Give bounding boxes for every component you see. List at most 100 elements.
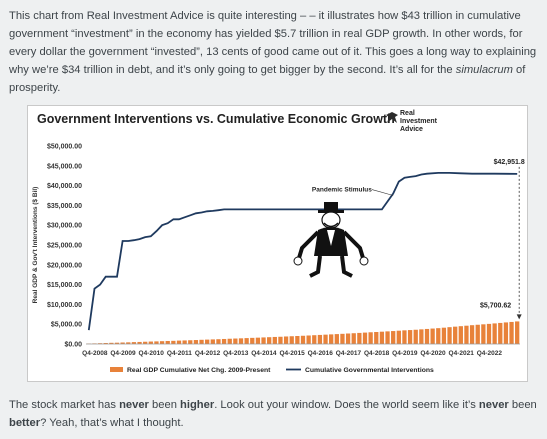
interventions-line: [87, 172, 518, 331]
eagle-icon: [386, 112, 398, 123]
gdp-bar: [317, 334, 323, 344]
x-tick-label: Q4-2014: [251, 350, 277, 357]
gdp-bar: [233, 338, 238, 344]
monopoly-man-illustration: [293, 202, 369, 278]
annotation-pandemic-stimulus: Pandemic Stimulus: [312, 187, 372, 194]
outro-bold-4: better: [9, 417, 41, 429]
x-tick-label: Q4-2011: [167, 350, 192, 357]
gdp-bar: [402, 330, 407, 344]
gdp-bar: [255, 337, 261, 344]
y-axis-label: Real GDP & Gov't Interventions ($ Bil): [32, 187, 39, 304]
gdp-bar: [221, 338, 227, 344]
outro-bold-3: never: [478, 399, 509, 411]
gdp-bar: [312, 335, 317, 344]
gdp-bar: [453, 326, 458, 344]
gdp-bar: [475, 324, 480, 344]
gdp-bar: [357, 332, 362, 344]
y-tick-label: $25,000.00: [47, 243, 82, 250]
intro-text-end: of prosperity.: [9, 64, 526, 94]
gdp-bar: [216, 339, 221, 344]
gdp-bar: [503, 322, 509, 344]
gdp-bar: [131, 342, 137, 344]
gdp-bar: [368, 332, 373, 344]
gdp-bar: [345, 333, 351, 344]
gdp-bar: [261, 337, 266, 344]
gdp-bar: [391, 331, 396, 344]
gdp-bar: [351, 333, 356, 344]
gdp-bar: [114, 342, 120, 344]
x-tick-label: Q4-2015: [279, 350, 305, 357]
gdp-bar: [227, 338, 232, 344]
pandemic-callout-line: [371, 189, 394, 196]
y-tick-label: $35,000.00: [47, 203, 82, 210]
x-tick-label: Q4-2017: [336, 350, 362, 357]
gdp-bar: [413, 329, 418, 344]
gdp-bar: [424, 328, 430, 344]
x-tick-label: Q4-2012: [195, 350, 221, 357]
gdp-bar: [182, 340, 187, 344]
gdp-bar: [374, 332, 379, 344]
gap-arrowhead: [516, 314, 522, 320]
y-tick-label: $30,000.00: [47, 223, 82, 230]
y-tick-label: $0.00: [64, 342, 82, 349]
outro-text-e: been: [508, 399, 537, 411]
outro-text-c: been: [148, 399, 181, 411]
gdp-bar: [120, 342, 125, 344]
annotation-gdp-total: $5,700.62: [480, 302, 511, 309]
gdp-bar: [289, 336, 294, 344]
gdp-bar: [154, 341, 159, 344]
gdp-bar: [419, 329, 424, 344]
gdp-bar: [340, 333, 345, 344]
gdp-bar: [193, 340, 199, 344]
y-tick-label: $5,000.00: [51, 322, 82, 329]
y-tick-label: $15,000.00: [47, 282, 82, 289]
gdp-bar: [362, 332, 368, 344]
gdp-bar: [148, 341, 153, 344]
gdp-bar: [430, 328, 435, 344]
x-tick-label: Q4-2009: [110, 350, 136, 357]
gdp-bar: [199, 339, 204, 344]
y-tick-label: $20,000.00: [47, 262, 82, 269]
gdp-bar: [295, 336, 300, 344]
gdp-bar: [165, 340, 170, 344]
gdp-bar: [283, 336, 289, 344]
gdp-bar: [464, 325, 469, 344]
gdp-bar: [329, 334, 334, 344]
x-tick-label: Q4-2008: [82, 350, 108, 357]
gdp-bar: [103, 343, 108, 344]
gdp-bar: [137, 341, 142, 344]
x-tick-label: Q4-2013: [223, 350, 249, 357]
gdp-bar: [272, 336, 277, 344]
legend-swatch-gdp: [110, 367, 123, 372]
outro-bold-2: higher: [180, 399, 215, 411]
x-tick-label: Q4-2010: [139, 350, 165, 357]
gdp-bar: [205, 339, 210, 344]
x-tick-label: Q4-2016: [308, 350, 334, 357]
gdp-bar: [458, 326, 463, 344]
outro-text-a: The stock market has: [9, 399, 120, 411]
logo-line-2: Investment: [400, 118, 437, 125]
gdp-bar: [385, 331, 390, 344]
x-tick-label: Q4-2020: [420, 350, 446, 357]
gdp-bar: [238, 338, 244, 344]
x-tick-label: Q4-2021: [449, 350, 475, 357]
outro-paragraph: The stock market has never been higher. …: [9, 396, 539, 432]
intro-paragraph: This chart from Real Investment Advice i…: [9, 7, 539, 97]
gdp-bar: [171, 340, 176, 344]
x-tick-label: Q4-2018: [364, 350, 390, 357]
legend-label-gdp: Real GDP Cumulative Net Chg. 2009-Presen…: [127, 367, 271, 374]
logo-line-1: Real: [400, 110, 415, 117]
gdp-bar: [109, 342, 114, 344]
gdp-bar: [509, 321, 514, 344]
gdp-bar: [492, 323, 497, 344]
gdp-bar: [126, 342, 131, 344]
gdp-bar: [334, 334, 339, 344]
gdp-bar: [396, 330, 401, 344]
gdp-bar: [300, 335, 306, 344]
outro-bold-1: never: [119, 399, 149, 411]
x-tick-label: Q4-2019: [392, 350, 418, 357]
gdp-bar: [481, 324, 486, 344]
gdp-bar: [441, 327, 447, 344]
chart-title: Government Interventions vs. Cumulative …: [37, 112, 395, 126]
y-tick-label: $40,000.00: [47, 183, 82, 190]
